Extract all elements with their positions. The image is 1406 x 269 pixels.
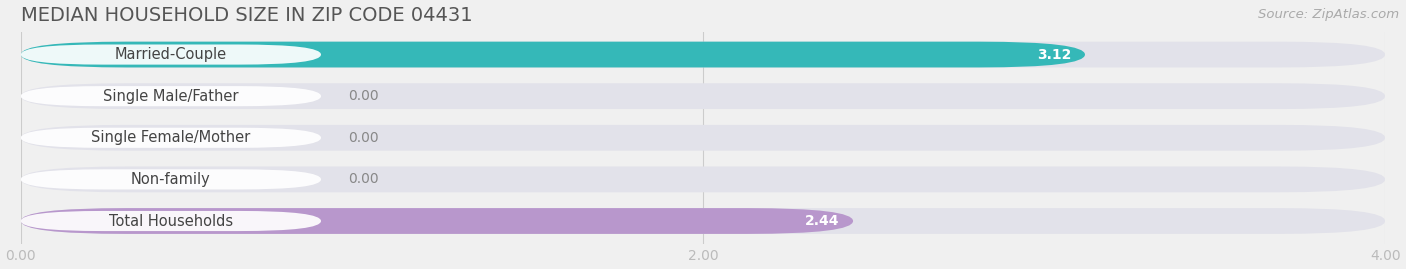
Text: Single Male/Father: Single Male/Father xyxy=(103,89,239,104)
FancyBboxPatch shape xyxy=(21,167,1385,192)
Text: MEDIAN HOUSEHOLD SIZE IN ZIP CODE 04431: MEDIAN HOUSEHOLD SIZE IN ZIP CODE 04431 xyxy=(21,6,472,24)
Text: Non-family: Non-family xyxy=(131,172,211,187)
FancyBboxPatch shape xyxy=(21,125,1385,151)
Text: 0.00: 0.00 xyxy=(349,131,378,145)
FancyBboxPatch shape xyxy=(21,86,321,106)
FancyBboxPatch shape xyxy=(21,128,321,148)
Text: 0.00: 0.00 xyxy=(349,172,378,186)
Text: Single Female/Mother: Single Female/Mother xyxy=(91,130,250,145)
FancyBboxPatch shape xyxy=(21,83,1385,109)
FancyBboxPatch shape xyxy=(21,44,321,65)
FancyBboxPatch shape xyxy=(21,208,853,234)
FancyBboxPatch shape xyxy=(21,42,1385,68)
FancyBboxPatch shape xyxy=(21,211,321,231)
Text: 2.44: 2.44 xyxy=(804,214,839,228)
Text: Total Households: Total Households xyxy=(108,214,233,228)
FancyBboxPatch shape xyxy=(21,169,321,189)
Text: Married-Couple: Married-Couple xyxy=(115,47,226,62)
Text: 3.12: 3.12 xyxy=(1038,48,1071,62)
FancyBboxPatch shape xyxy=(21,42,1085,68)
Text: Source: ZipAtlas.com: Source: ZipAtlas.com xyxy=(1258,8,1399,21)
Text: 0.00: 0.00 xyxy=(349,89,378,103)
FancyBboxPatch shape xyxy=(21,208,1385,234)
